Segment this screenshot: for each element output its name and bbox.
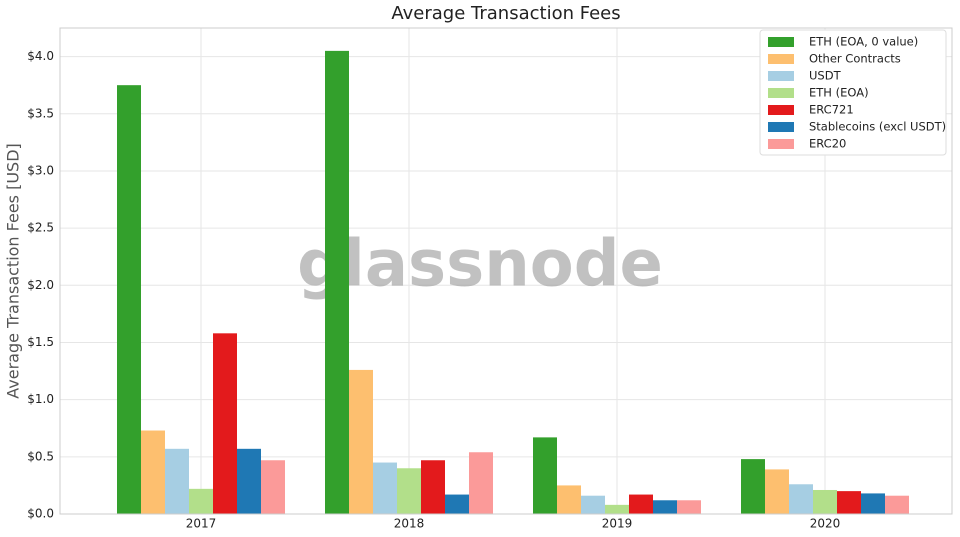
bar <box>653 500 677 514</box>
y-tick-label: $3.0 <box>27 163 54 177</box>
legend-swatch <box>768 54 794 64</box>
bar <box>789 484 813 514</box>
legend-swatch <box>768 71 794 81</box>
legend-label: Stablecoins (excl USDT) <box>809 120 946 134</box>
y-tick-label: $1.5 <box>27 335 54 349</box>
bar <box>813 489 837 514</box>
watermark: glassnode <box>297 228 663 302</box>
bar <box>741 459 765 514</box>
legend-label: USDT <box>809 69 842 83</box>
bar <box>237 448 261 514</box>
legend-box <box>759 29 947 156</box>
y-tick-label: $3.5 <box>27 106 54 120</box>
y-axis-label: Average Transaction Fees [USD] <box>4 143 23 399</box>
bar <box>765 469 789 514</box>
y-tick-label: $2.0 <box>27 278 54 292</box>
y-tick-label: $0.0 <box>27 507 54 521</box>
bar <box>469 452 493 514</box>
y-tick-label: $2.5 <box>27 221 54 235</box>
bar <box>349 369 373 514</box>
bar <box>213 333 237 514</box>
bar <box>421 460 445 514</box>
bar <box>605 504 629 514</box>
bar <box>677 500 701 514</box>
bar <box>373 462 397 514</box>
x-tick-label: 2020 <box>810 517 841 531</box>
bar <box>557 485 581 514</box>
bar <box>141 430 165 514</box>
bar <box>837 491 861 514</box>
legend-swatch <box>768 37 794 47</box>
y-tick-label: $1.0 <box>27 392 54 406</box>
x-tick-label: 2017 <box>186 517 217 531</box>
y-tick-label: $4.0 <box>27 49 54 63</box>
bar <box>861 493 885 514</box>
x-tick-label: 2019 <box>602 517 633 531</box>
bar <box>397 468 421 514</box>
legend-label: ETH (EOA, 0 value) <box>809 35 918 49</box>
legend-swatch <box>768 88 794 98</box>
legend-label: ETH (EOA) <box>809 86 869 100</box>
bar <box>445 494 469 514</box>
bar <box>117 85 141 515</box>
y-tick-label: $0.5 <box>27 449 54 463</box>
bar <box>885 495 909 514</box>
bar <box>165 448 189 514</box>
legend-label: Other Contracts <box>809 52 901 66</box>
bar <box>629 494 653 514</box>
legend-label: ERC20 <box>809 137 846 151</box>
plot-frame <box>59 27 953 515</box>
legend-swatch <box>768 105 794 115</box>
bar <box>581 495 605 514</box>
chart-title: Average Transaction Fees <box>391 3 620 24</box>
legend-swatch <box>768 122 794 132</box>
bar <box>189 488 213 514</box>
bar <box>261 460 285 514</box>
bar <box>325 50 349 515</box>
bar <box>533 437 557 514</box>
legend-label: ERC721 <box>809 103 854 117</box>
legend-swatch <box>768 139 794 149</box>
x-tick-label: 2018 <box>394 517 425 531</box>
